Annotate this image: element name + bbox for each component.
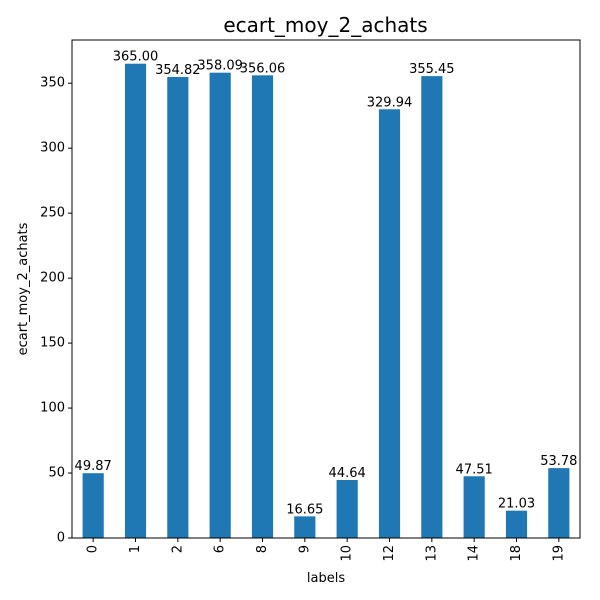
bar-14 [463, 476, 485, 538]
data-label-1: 365.00 [113, 50, 159, 65]
x-tick-label-14: 14 [467, 545, 482, 562]
chart-title: ecart_moy_2_achats [223, 13, 427, 37]
y-tick-label-100: 100 [40, 401, 65, 416]
bar-8 [251, 75, 274, 538]
y-tick-label-0: 0 [57, 531, 65, 546]
data-label-6: 358.09 [197, 59, 243, 74]
x-tick-label-18: 18 [509, 545, 524, 562]
bar-19 [548, 468, 570, 538]
x-tick-label-2: 2 [170, 545, 185, 553]
bar-13 [421, 76, 443, 538]
plot-frame [71, 39, 581, 539]
y-axis-label: ecart_moy_2_achats [16, 222, 31, 355]
bar-10 [336, 479, 358, 538]
data-label-0: 49.87 [75, 459, 112, 474]
data-label-14: 47.51 [456, 462, 493, 477]
bars-layer [82, 63, 570, 539]
x-tick-label-19: 19 [551, 545, 566, 562]
data-label-10: 44.64 [329, 466, 366, 481]
data-label-13: 355.45 [409, 62, 455, 77]
x-tick-label-1: 1 [128, 545, 143, 553]
data-label-9: 16.65 [286, 502, 323, 517]
y-tick-label-150: 150 [40, 336, 65, 351]
y-tick-label-300: 300 [40, 141, 65, 156]
bar-18 [505, 510, 528, 538]
data-label-12: 329.94 [367, 95, 413, 110]
y-tick-label-50: 50 [48, 466, 65, 481]
y-tick-label-200: 200 [40, 271, 65, 286]
x-tick-label-9: 9 [297, 545, 312, 553]
bar-12 [378, 109, 401, 539]
x-tick-label-6: 6 [213, 545, 228, 553]
data-label-18: 21.03 [498, 497, 535, 512]
bar-1 [124, 63, 147, 538]
data-label-19: 53.78 [540, 454, 577, 469]
bar-9 [294, 516, 316, 538]
x-axis-label: labels [307, 571, 345, 586]
x-tick-label-10: 10 [340, 545, 355, 562]
data-label-8: 356.06 [240, 61, 286, 76]
x-axis-ticks: 0 1 2 6 8 9 10 12 13 14 18 19 [86, 538, 566, 562]
y-tick-label-350: 350 [40, 76, 65, 91]
x-tick-label-13: 13 [424, 545, 439, 562]
bar-2 [167, 76, 189, 538]
y-tick-label-250: 250 [40, 206, 65, 221]
x-tick-label-0: 0 [86, 545, 101, 553]
bar-6 [209, 72, 231, 538]
bar-0 [82, 473, 104, 538]
x-tick-label-8: 8 [255, 545, 270, 553]
x-tick-label-12: 12 [382, 545, 397, 562]
y-axis-ticks: 0 50 100 150 200 250 300 350 [40, 76, 72, 546]
data-label-2: 354.82 [155, 63, 201, 78]
